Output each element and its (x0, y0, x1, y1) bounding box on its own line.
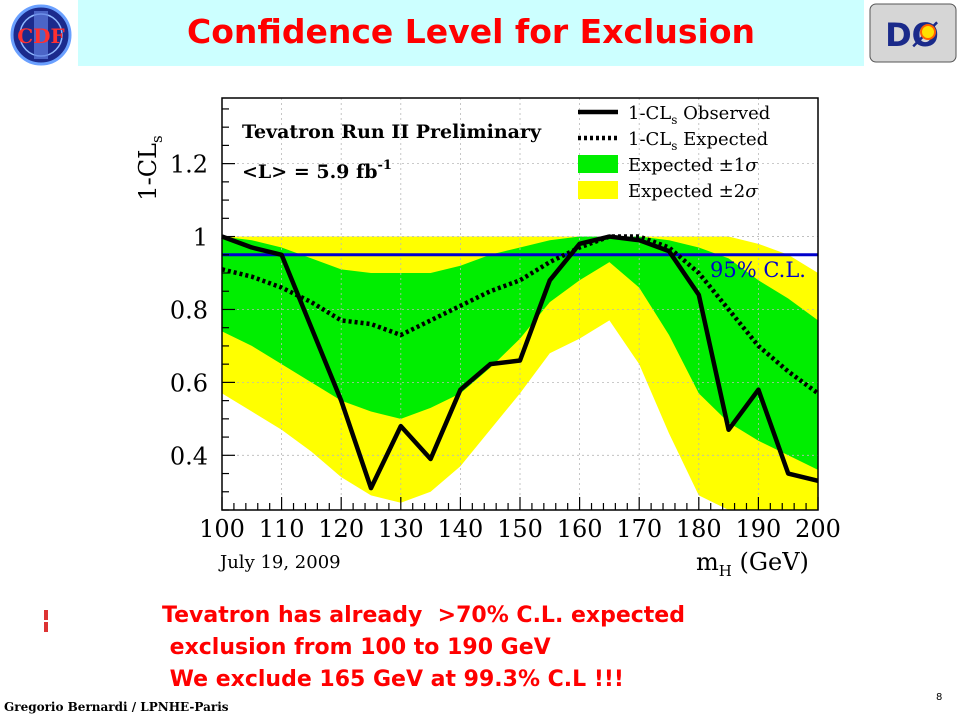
x-tick-label: 160 (557, 515, 603, 543)
y-tick-label: 0.8 (170, 296, 208, 324)
x-tick-label: 180 (676, 515, 722, 543)
reference-line-label: 95% C.L. (710, 258, 806, 282)
x-axis-label: mH (GeV) (696, 548, 809, 580)
legend-label-expected: 1-CLs Expected (628, 129, 768, 153)
y-axis-label: 1-CLs (134, 135, 166, 200)
legend-swatch-two-sigma (578, 181, 618, 199)
page-number: 8 (936, 692, 943, 703)
legend-swatch-one-sigma (578, 155, 618, 173)
bullet-marker (44, 622, 48, 632)
series-observed-line (221, 234, 819, 491)
bullet-marker (44, 610, 48, 620)
series-layer (221, 234, 820, 491)
legend-label-two-sigma: Expected ±2σ (628, 181, 758, 202)
x-tick-label: 170 (616, 515, 662, 543)
x-tick-label: 120 (318, 515, 364, 543)
y-tick-label: 1.2 (170, 151, 208, 179)
summary-text: Tevatron has already >70% C.L. expected … (162, 600, 685, 696)
x-tick-label: 110 (259, 515, 305, 543)
legend-label-observed: 1-CLs Observed (628, 103, 770, 127)
y-tick-label: 1 (193, 224, 208, 252)
footer-author: Gregorio Bernardi / LPNHE-Paris (4, 700, 229, 714)
luminosity-label: <L> = 5.9 fb-1 (242, 158, 392, 183)
chart-text-layer: 100 110 120 130 140 150 160 170 180 190 200 0.4 0.6 0… (134, 121, 840, 580)
band-one-sigma (222, 236, 818, 470)
chart-title: Tevatron Run II Preliminary (242, 121, 542, 143)
x-tick-label: 130 (378, 515, 424, 543)
header-band (78, 0, 864, 66)
summary-line-2: exclusion from 100 to 190 GeV (162, 635, 551, 660)
cdf-logo-text: CDF (17, 24, 64, 48)
d0-logo-icon: DØ (869, 3, 957, 63)
exclusion-chart: 95% C.L. 100 110 120 130 140 150 160 170 180 190 2… (130, 82, 840, 580)
slide-title: Confidence Level for Exclusion (187, 12, 755, 51)
cdf-logo-icon: CDF (10, 4, 72, 66)
x-tick-label: 140 (437, 515, 483, 543)
y-tick-label: 0.4 (170, 442, 208, 470)
x-tick-label: 200 (795, 515, 840, 543)
x-tick-label: 100 (199, 515, 245, 543)
date-label: July 19, 2009 (218, 552, 341, 573)
x-tick-label: 190 (735, 515, 781, 543)
summary-line-3: We exclude 165 GeV at 99.3% C.L !!! (162, 667, 624, 692)
reference-layer: 95% C.L. (222, 253, 818, 282)
summary-line-1: Tevatron has already >70% C.L. expected (162, 603, 685, 628)
tick-layer (221, 108, 819, 511)
x-tick-label: 150 (497, 515, 543, 543)
y-tick-label: 0.6 (170, 369, 208, 397)
legend-label-one-sigma: Expected ±1σ (628, 155, 758, 176)
